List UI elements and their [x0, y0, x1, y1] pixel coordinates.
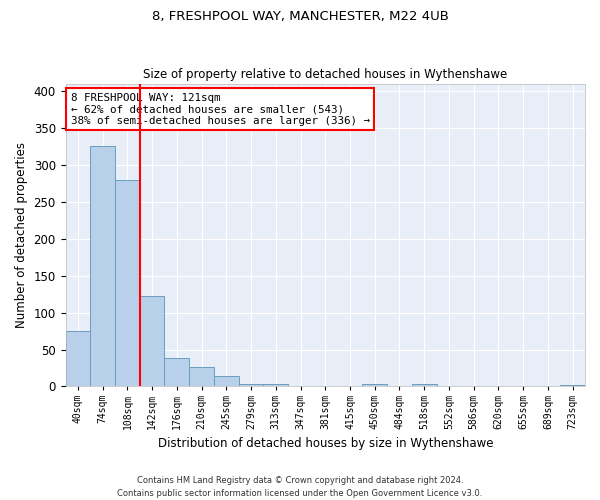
- Text: Contains HM Land Registry data © Crown copyright and database right 2024.
Contai: Contains HM Land Registry data © Crown c…: [118, 476, 482, 498]
- Bar: [412, 384, 437, 386]
- Text: 8 FRESHPOOL WAY: 121sqm
← 62% of detached houses are smaller (543)
38% of semi-d: 8 FRESHPOOL WAY: 121sqm ← 62% of detache…: [71, 92, 370, 126]
- Bar: [560, 385, 585, 386]
- Bar: [65, 331, 90, 386]
- Bar: [115, 180, 140, 386]
- Bar: [90, 146, 115, 386]
- Y-axis label: Number of detached properties: Number of detached properties: [15, 142, 28, 328]
- Bar: [239, 384, 263, 386]
- Bar: [140, 296, 164, 386]
- Bar: [164, 358, 189, 386]
- Bar: [189, 368, 214, 386]
- X-axis label: Distribution of detached houses by size in Wythenshawe: Distribution of detached houses by size …: [158, 437, 493, 450]
- Text: 8, FRESHPOOL WAY, MANCHESTER, M22 4UB: 8, FRESHPOOL WAY, MANCHESTER, M22 4UB: [152, 10, 448, 23]
- Bar: [263, 384, 288, 386]
- Title: Size of property relative to detached houses in Wythenshawe: Size of property relative to detached ho…: [143, 68, 508, 81]
- Bar: [362, 384, 387, 386]
- Bar: [214, 376, 239, 386]
